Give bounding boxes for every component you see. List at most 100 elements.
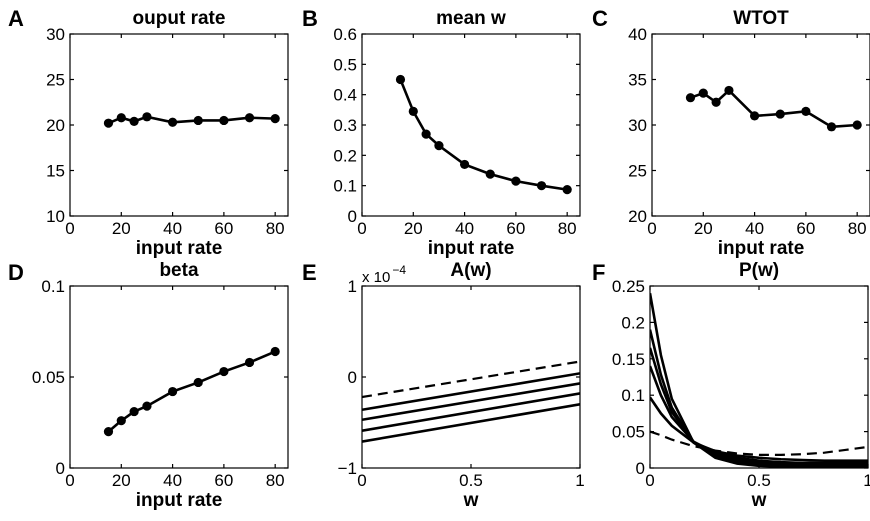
data-point: [395, 74, 406, 85]
y-tick-label: 0.25: [612, 277, 645, 296]
panel-letter: D: [8, 260, 24, 285]
data-point: [536, 181, 547, 191]
panel-letter: B: [302, 6, 318, 31]
y-exponent-base: x 10: [362, 269, 390, 286]
chart-title: mean w: [436, 8, 506, 29]
data-point: [142, 401, 152, 411]
series-line-6: [650, 293, 868, 468]
x-tick-label: 0.5: [747, 471, 771, 490]
data-point: [244, 113, 255, 123]
y-tick-label: 15: [46, 162, 65, 181]
x-tick-label: 1: [863, 471, 870, 490]
y-tick-label: 0.2: [621, 313, 645, 332]
x-tick-label: 40: [455, 219, 474, 238]
y-tick-label: 0.1: [333, 177, 357, 196]
data-point: [103, 427, 114, 437]
chart-title: P(w): [739, 260, 779, 281]
x-axis-label: input rate: [136, 238, 223, 259]
panel-letter: C: [592, 6, 608, 31]
y-tick-label: 0.1: [41, 277, 65, 296]
data-point: [826, 122, 837, 132]
series-line-5: [650, 329, 868, 468]
y-tick-label: 0.15: [612, 350, 645, 369]
data-point: [724, 85, 734, 96]
y-tick-label: −1: [338, 459, 357, 478]
y-tick-label: 20: [628, 207, 647, 226]
y-tick-label: 10: [46, 207, 65, 226]
x-tick-label: 20: [112, 471, 131, 490]
panel-letter: A: [8, 6, 24, 31]
y-tick-label: 0: [348, 207, 357, 226]
chart-title: ouput rate: [133, 8, 226, 29]
data-point: [103, 118, 114, 128]
data-point: [685, 93, 696, 103]
series-line-1: [362, 360, 580, 399]
y-tick-label: 0.3: [333, 116, 357, 135]
data-point: [167, 386, 178, 397]
y-tick-label: 30: [628, 116, 647, 135]
data-point: [852, 120, 862, 130]
plot-frame: [649, 285, 869, 469]
data-point: [116, 416, 126, 426]
x-tick-label: 40: [163, 471, 182, 490]
y-tick-label: 0.6: [333, 25, 357, 44]
data-point: [244, 357, 255, 368]
data-point: [711, 97, 721, 107]
data-point: [129, 406, 139, 417]
x-tick-label: 80: [266, 471, 285, 490]
chart-title: WTOT: [733, 8, 789, 29]
x-tick-label: 80: [848, 219, 867, 238]
x-tick-label: 60: [506, 219, 525, 238]
series-line-4: [650, 347, 868, 466]
x-tick-label: 40: [745, 219, 764, 238]
data-point: [421, 129, 431, 139]
data-point: [511, 176, 521, 186]
data-point: [408, 106, 418, 116]
data-point: [434, 141, 444, 151]
data-point: [193, 377, 203, 388]
x-tick-label: 0: [65, 219, 74, 238]
data-point: [142, 112, 152, 122]
x-axis-label: w: [463, 490, 479, 511]
chart-panel-f: F P(w) 0 0.5 1 0 0.05 0.1 0.15 0.2 0.25 w: [592, 260, 870, 511]
y-tick-label: 30: [46, 25, 65, 44]
y-tick-label: 0.1: [621, 386, 645, 405]
series-line-2: [650, 396, 868, 463]
x-tick-label: 60: [796, 219, 815, 238]
y-tick-label: 40: [628, 25, 647, 44]
x-tick-label: 1: [575, 471, 584, 490]
x-tick-label: 20: [694, 219, 713, 238]
data-point: [485, 169, 495, 179]
y-tick-label: 0.4: [333, 86, 357, 105]
x-axis-label: input rate: [428, 238, 515, 259]
y-tick-label: 0.05: [32, 368, 65, 387]
data-point: [459, 159, 470, 170]
plot-frame: [69, 33, 289, 217]
data-point: [801, 106, 811, 116]
panel-letter: E: [302, 260, 317, 285]
data-point: [116, 113, 126, 123]
y-tick-label: 0.2: [333, 146, 357, 165]
x-tick-label: 60: [214, 471, 233, 490]
data-point: [270, 346, 280, 357]
series-line-2: [362, 372, 580, 412]
x-tick-label: 0: [647, 219, 656, 238]
y-tick-label: 1: [348, 277, 357, 296]
y-tick-label: 25: [628, 162, 647, 181]
y-tick-label: 25: [46, 71, 65, 90]
chart-title: beta: [159, 260, 199, 281]
x-tick-label: 0: [65, 471, 74, 490]
data-point: [129, 116, 139, 126]
y-tick-label: 0: [348, 368, 357, 387]
x-tick-label: 60: [214, 219, 233, 238]
data-point: [749, 111, 760, 121]
data-point: [193, 115, 203, 126]
plot-frame: [69, 285, 289, 469]
data-point: [775, 109, 785, 119]
y-tick-label: 20: [46, 116, 65, 135]
y-tick-label: 0: [636, 459, 645, 478]
x-tick-label: 0.5: [459, 471, 483, 490]
